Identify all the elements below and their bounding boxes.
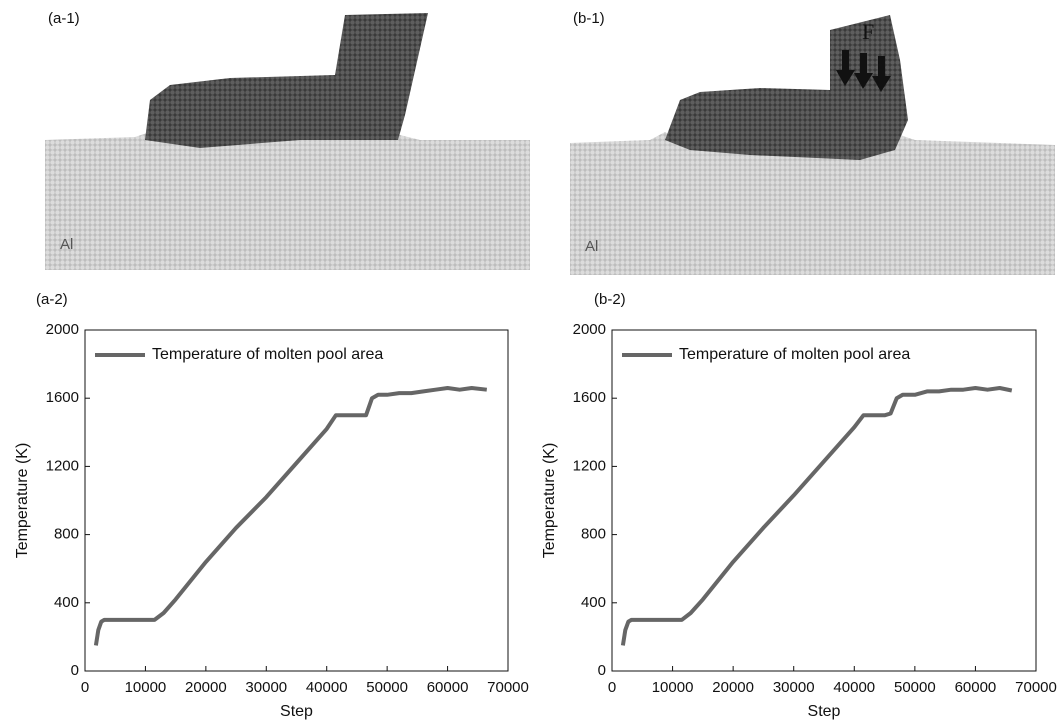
x-tick-label: 50000 <box>366 679 408 696</box>
legend-label: Temperature of molten pool area <box>152 346 383 363</box>
x-tick-label: 20000 <box>185 679 227 696</box>
legend-label: Temperature of molten pool area <box>679 346 910 363</box>
plot-frame <box>611 329 1037 672</box>
y-tick-label: 2000 <box>46 321 79 338</box>
y-tick-label: 800 <box>581 526 606 543</box>
x-tick-label: 20000 <box>712 679 754 696</box>
y-tick-label: 0 <box>71 662 79 679</box>
panel-label: (a-1) <box>48 10 80 27</box>
x-tick-label: 10000 <box>125 679 167 696</box>
x-tick-label: 10000 <box>652 679 694 696</box>
y-tick-label: 1200 <box>573 457 606 474</box>
x-axis-title: Step <box>808 703 841 720</box>
panel-label: (b-2) <box>594 291 626 308</box>
y-tick-label: 1200 <box>46 457 79 474</box>
material-label: Al <box>60 236 73 253</box>
panel-label: (b-1) <box>573 10 605 27</box>
x-tick-label: 70000 <box>1015 679 1057 696</box>
panel-label: (a-2) <box>36 291 68 308</box>
y-axis-title: Temperature (K) <box>541 443 558 559</box>
y-tick-label: 2000 <box>573 321 606 338</box>
x-tick-label: 0 <box>81 679 89 696</box>
y-axis-title: Temperature (K) <box>14 443 31 559</box>
plot-frame <box>84 329 509 672</box>
material-label: Al <box>585 238 598 255</box>
x-tick-label: 60000 <box>427 679 469 696</box>
x-tick-label: 50000 <box>894 679 936 696</box>
y-tick-label: 0 <box>598 662 606 679</box>
x-tick-label: 30000 <box>773 679 815 696</box>
simulation-image-a <box>45 13 530 270</box>
x-tick-label: 60000 <box>955 679 997 696</box>
y-tick-label: 400 <box>54 594 79 611</box>
x-tick-label: 30000 <box>245 679 287 696</box>
y-tick-label: 400 <box>581 594 606 611</box>
force-label: F <box>862 19 874 44</box>
y-tick-label: 1600 <box>46 389 79 406</box>
x-tick-label: 70000 <box>487 679 529 696</box>
x-tick-label: 40000 <box>833 679 875 696</box>
data-line <box>620 386 1013 646</box>
data-line <box>93 386 488 646</box>
y-tick-label: 800 <box>54 526 79 543</box>
y-tick-label: 1600 <box>573 389 606 406</box>
x-tick-label: 0 <box>608 679 616 696</box>
x-tick-label: 40000 <box>306 679 348 696</box>
simulation-image-b <box>570 15 1055 275</box>
x-axis-title: Step <box>280 703 313 720</box>
